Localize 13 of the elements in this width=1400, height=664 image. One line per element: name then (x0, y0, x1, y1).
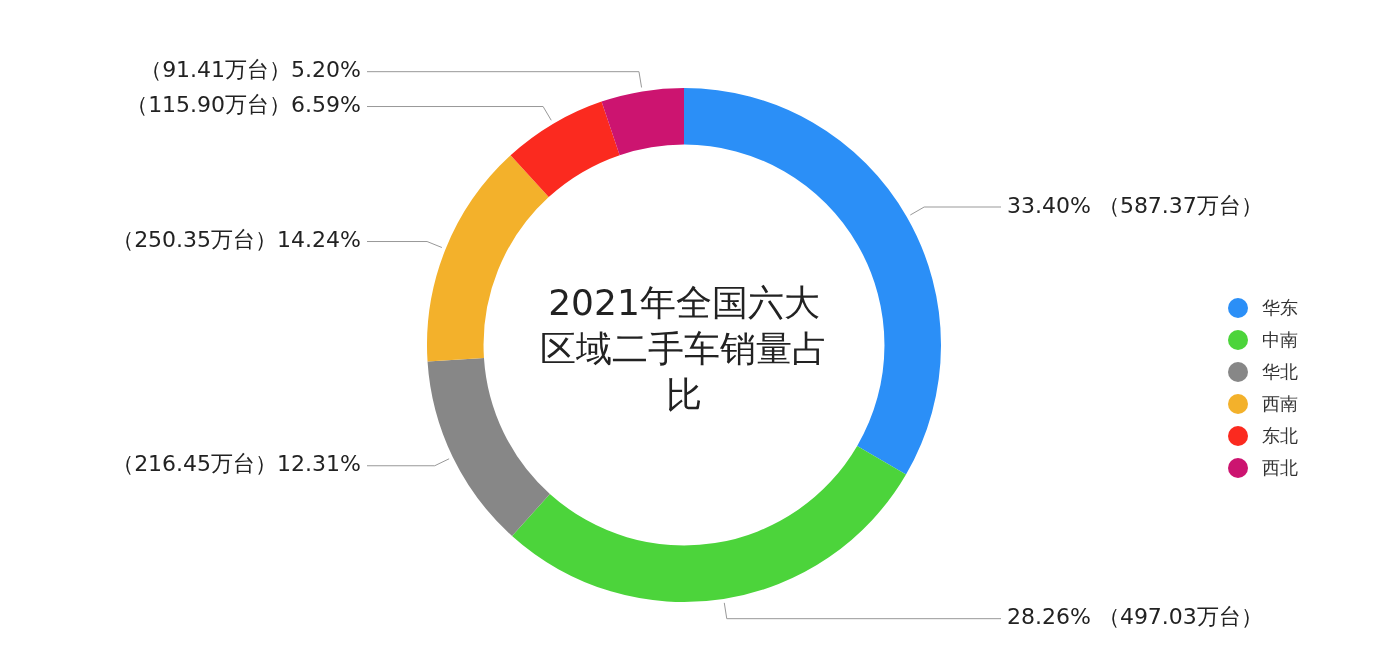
data-label: 28.26% （497.03万台） (1007, 604, 1263, 630)
data-label: （250.35万台）14.24% (112, 227, 361, 253)
legend-label: 西南 (1261, 392, 1298, 416)
legend-label: 西北 (1261, 456, 1298, 480)
data-label: （91.41万台）5.20% (140, 57, 361, 83)
legend-label: 华东 (1261, 296, 1298, 320)
data-label: （216.45万台）12.31% (112, 451, 361, 477)
data-label: （115.90万台）6.59% (126, 92, 361, 118)
data-label: 33.40% （587.37万台） (1007, 192, 1263, 218)
legend-label: 华北 (1261, 360, 1298, 384)
text: 2021年全国六大区域二手车销量占比 (539, 281, 829, 417)
legend-label: 东北 (1261, 424, 1298, 448)
legend-label: 中南 (1261, 328, 1298, 352)
